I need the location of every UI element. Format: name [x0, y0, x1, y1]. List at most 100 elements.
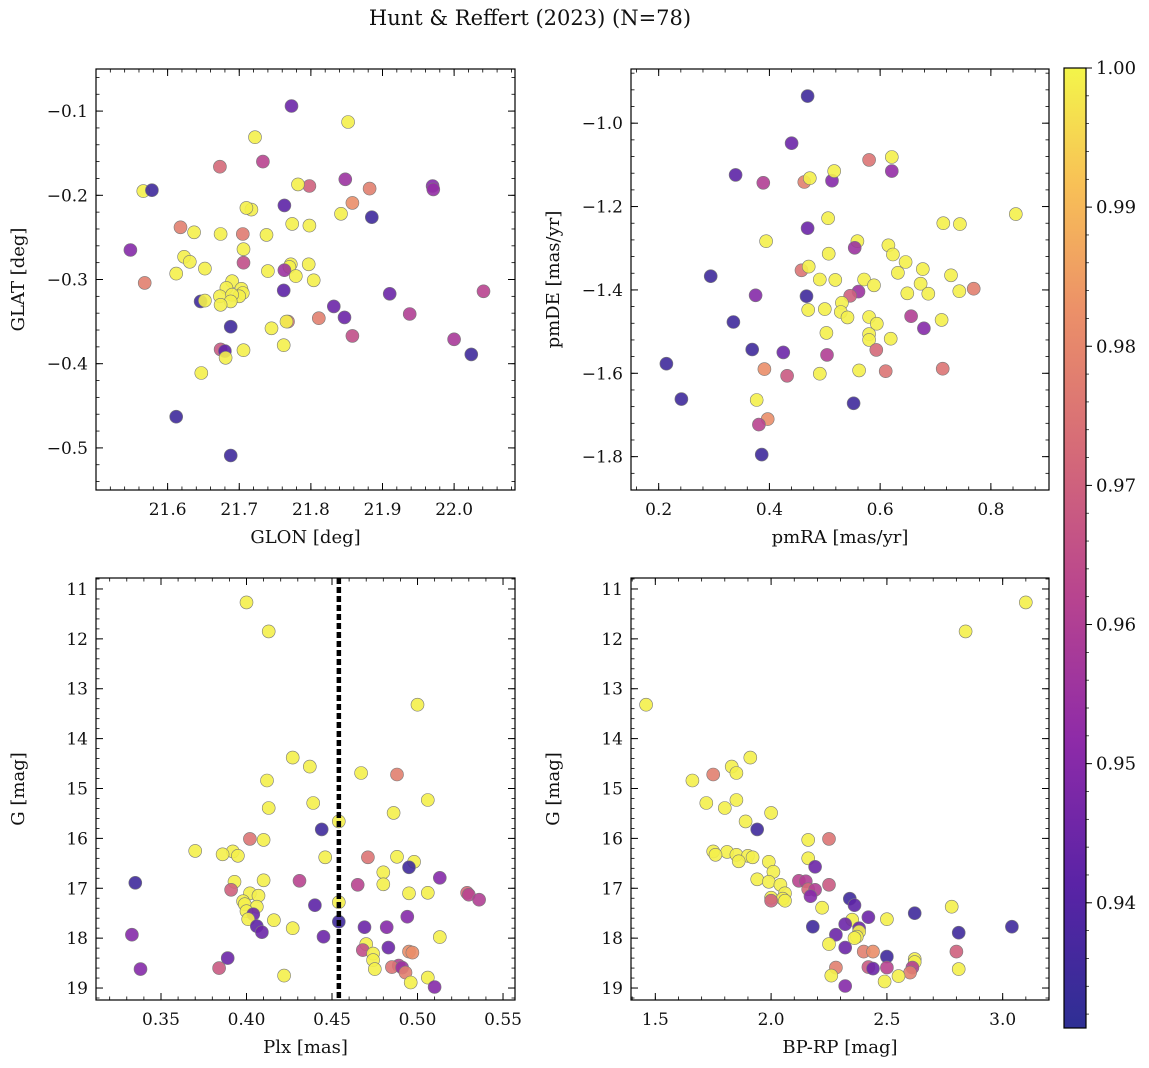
data-point — [778, 893, 792, 908]
data-point — [357, 920, 372, 935]
data-point — [123, 243, 138, 257]
y-tick-label: −1.6 — [582, 364, 623, 384]
data-point — [917, 321, 931, 336]
axes-frame — [630, 68, 1050, 491]
data-point — [213, 159, 227, 174]
data-point — [288, 269, 303, 283]
y-tick-label: 18 — [601, 929, 623, 949]
data-point — [726, 315, 741, 329]
data-point — [432, 930, 447, 944]
data-point — [345, 196, 360, 210]
colorbar-tick-label: 0.95 — [1096, 754, 1136, 775]
data-point — [345, 329, 360, 343]
data-point — [866, 961, 880, 976]
data-point — [390, 767, 404, 782]
data-point — [256, 873, 271, 888]
data-point — [819, 326, 834, 340]
data-point — [261, 801, 276, 815]
data-point — [145, 183, 159, 197]
data-point — [822, 937, 836, 951]
data-point — [944, 268, 958, 283]
y-tick-label: −1.8 — [582, 448, 623, 468]
data-point — [838, 979, 853, 993]
data-point — [743, 750, 758, 765]
data-point — [780, 368, 794, 383]
data-point — [316, 929, 331, 944]
data-point — [133, 962, 148, 976]
data-point — [812, 272, 827, 287]
data-point — [376, 865, 391, 880]
data-point — [390, 849, 404, 864]
data-point — [405, 945, 420, 960]
data-point — [847, 241, 862, 255]
data-point — [410, 697, 425, 712]
data-point — [1008, 207, 1023, 221]
data-point — [381, 940, 396, 955]
data-point — [759, 234, 773, 248]
data-point — [891, 265, 905, 280]
data-point — [213, 297, 228, 312]
data-point — [761, 874, 776, 889]
data-point — [877, 974, 892, 989]
data-point — [243, 832, 257, 846]
x-tick-label: 1.5 — [642, 1010, 669, 1030]
data-point — [738, 814, 753, 829]
data-point — [921, 286, 936, 301]
y-tick-label: −0.4 — [47, 355, 88, 375]
data-point — [886, 247, 900, 262]
data-point — [256, 833, 271, 847]
data-point — [776, 345, 791, 360]
x-axis-label: GLON [deg] — [250, 527, 360, 548]
data-point — [213, 227, 228, 241]
x-tick-label: 22.0 — [435, 500, 473, 520]
data-point — [867, 278, 881, 293]
data-point — [464, 347, 479, 362]
data-point — [447, 332, 461, 347]
y-axis-label: pmDE [mas/yr] — [543, 211, 564, 349]
data-point — [267, 913, 281, 928]
colorbar-tick-label: 1.00 — [1096, 58, 1136, 79]
y-tick-label: 11 — [601, 580, 623, 600]
data-point — [838, 940, 853, 955]
data-point — [188, 844, 202, 858]
data-point — [256, 154, 270, 169]
data-point — [276, 338, 291, 353]
data-point — [754, 447, 769, 462]
data-point — [173, 220, 188, 235]
data-point — [822, 832, 836, 846]
y-tick-label: 16 — [66, 829, 88, 849]
data-point — [361, 850, 375, 865]
data-point — [752, 417, 766, 432]
data-point — [308, 898, 322, 913]
data-point — [306, 796, 321, 810]
data-point — [292, 873, 307, 888]
data-point — [220, 951, 235, 965]
y-tick-label: −0.3 — [47, 271, 88, 291]
data-point — [966, 281, 981, 296]
data-point — [338, 172, 353, 187]
data-point — [367, 962, 382, 976]
y-tick-label: 14 — [66, 730, 88, 750]
x-tick-label: 21.6 — [149, 500, 187, 520]
data-point — [729, 793, 744, 807]
data-point — [803, 889, 818, 904]
y-axis-label: G [mag] — [8, 752, 29, 825]
panel-bprp-g: 1.5 2.0 2.5 3.0 11 12 13 14 15 16 17 18 19 BP-RP [mag… — [543, 577, 1050, 1058]
data-point — [169, 266, 183, 281]
data-point — [706, 767, 721, 782]
data-point — [745, 342, 760, 357]
data-point — [354, 766, 368, 780]
data-point — [862, 333, 876, 347]
data-point — [341, 115, 355, 129]
figure-title: Hunt & Reffert (2023) (N=78) — [368, 6, 692, 30]
y-tick-label: 13 — [601, 680, 623, 700]
data-point — [829, 927, 843, 942]
colorbar-tick-label: 0.97 — [1096, 475, 1136, 496]
data-point — [1005, 919, 1019, 934]
y-tick-label: 17 — [66, 879, 88, 899]
data-point — [472, 892, 486, 907]
data-point — [169, 409, 183, 424]
data-point — [907, 906, 922, 921]
data-point — [891, 969, 906, 983]
data-point — [236, 343, 251, 358]
